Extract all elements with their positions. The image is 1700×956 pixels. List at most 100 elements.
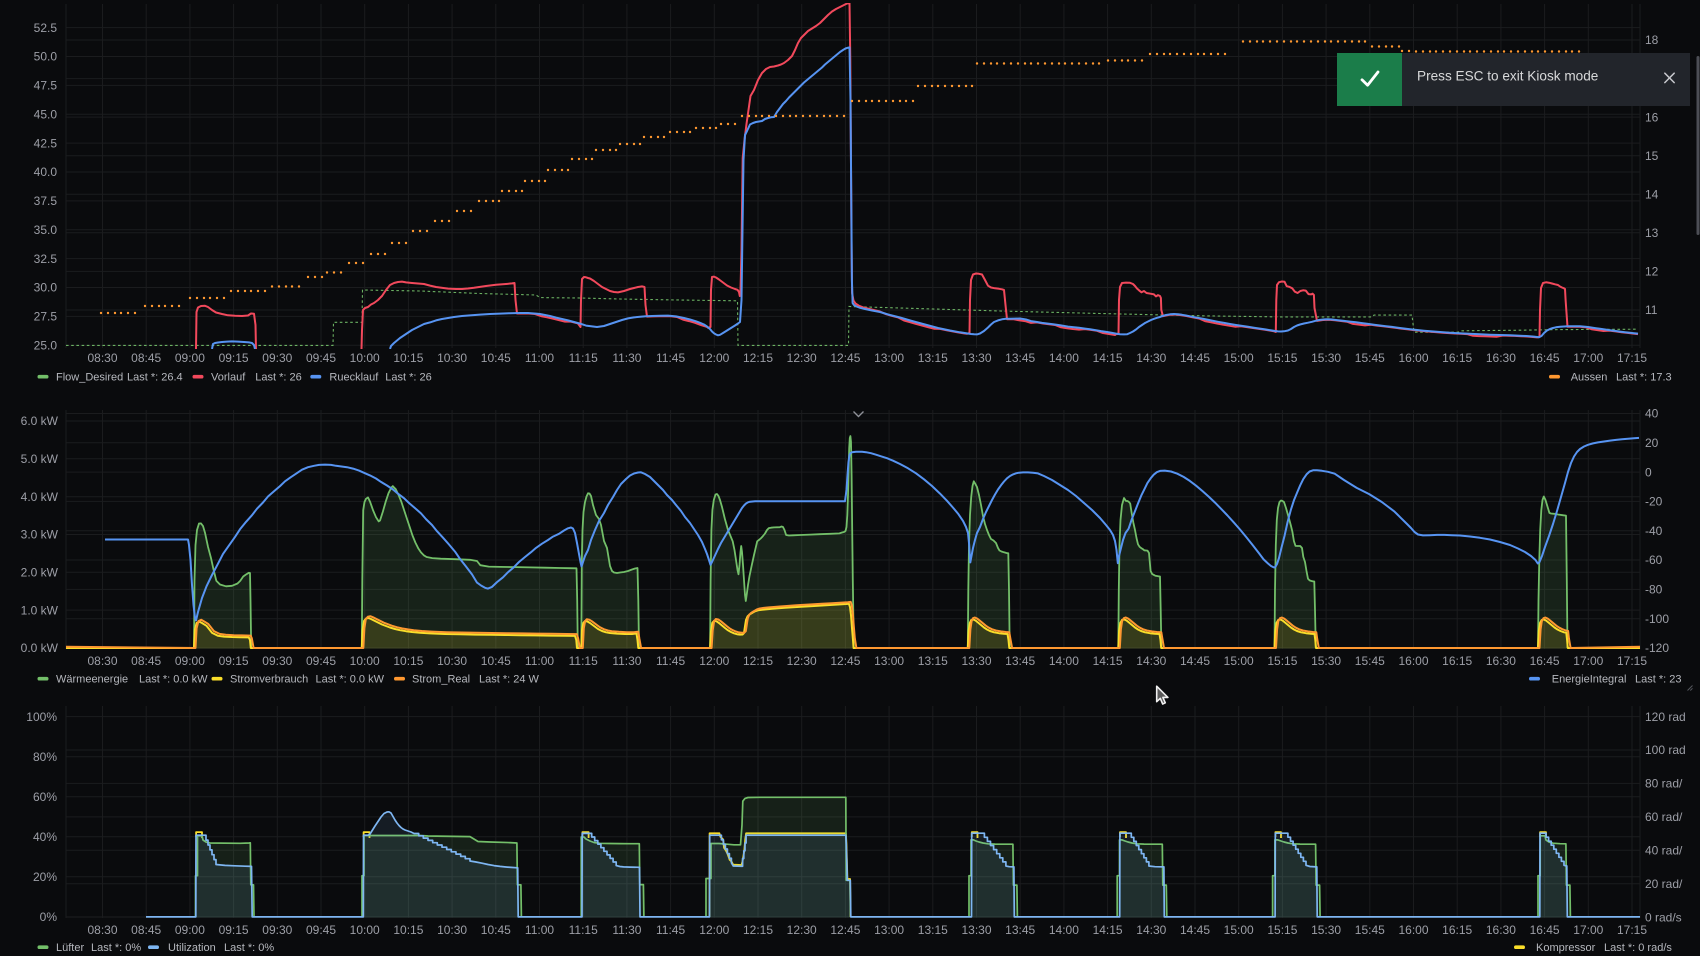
svg-text:10:30: 10:30 xyxy=(437,351,467,365)
svg-text:Utilization: Utilization xyxy=(168,942,216,954)
svg-text:80%: 80% xyxy=(33,750,57,764)
svg-text:17:15: 17:15 xyxy=(1617,351,1647,365)
svg-text:14:15: 14:15 xyxy=(1093,351,1123,365)
svg-text:27.5: 27.5 xyxy=(34,310,58,324)
svg-text:09:15: 09:15 xyxy=(219,351,249,365)
svg-text:09:00: 09:00 xyxy=(175,351,205,365)
svg-text:15:00: 15:00 xyxy=(1224,351,1254,365)
svg-text:-20: -20 xyxy=(1645,495,1663,509)
svg-text:Vorlauf: Vorlauf xyxy=(211,372,246,384)
svg-text:17:00: 17:00 xyxy=(1573,923,1603,937)
svg-text:30.0: 30.0 xyxy=(34,281,58,295)
svg-text:16:00: 16:00 xyxy=(1398,923,1428,937)
svg-text:13:15: 13:15 xyxy=(918,654,948,668)
svg-text:2.0 kW: 2.0 kW xyxy=(21,566,59,580)
svg-text:20 rad/: 20 rad/ xyxy=(1645,877,1683,891)
svg-text:Last *: 0.0 kW: Last *: 0.0 kW xyxy=(139,674,208,686)
svg-text:13:45: 13:45 xyxy=(1005,654,1035,668)
svg-text:47.5: 47.5 xyxy=(34,79,58,93)
svg-text:13:30: 13:30 xyxy=(961,654,991,668)
svg-text:4.0 kW: 4.0 kW xyxy=(21,490,59,504)
svg-text:-40: -40 xyxy=(1645,524,1663,538)
svg-text:5.0 kW: 5.0 kW xyxy=(21,452,59,466)
svg-text:17:00: 17:00 xyxy=(1573,351,1603,365)
svg-text:Press ESC to exit Kiosk mode: Press ESC to exit Kiosk mode xyxy=(1417,69,1598,84)
svg-text:Ruecklauf: Ruecklauf xyxy=(329,372,379,384)
svg-text:17:15: 17:15 xyxy=(1617,654,1647,668)
svg-text:14:45: 14:45 xyxy=(1180,923,1210,937)
svg-text:16:45: 16:45 xyxy=(1530,923,1560,937)
svg-text:14:15: 14:15 xyxy=(1093,923,1123,937)
svg-text:09:45: 09:45 xyxy=(306,351,336,365)
svg-text:16:30: 16:30 xyxy=(1486,923,1516,937)
svg-text:37.5: 37.5 xyxy=(34,194,58,208)
svg-text:Last *: 24 W: Last *: 24 W xyxy=(479,674,540,686)
svg-text:13:00: 13:00 xyxy=(874,351,904,365)
svg-text:08:45: 08:45 xyxy=(131,654,161,668)
svg-text:20%: 20% xyxy=(33,870,57,884)
svg-text:17:15: 17:15 xyxy=(1617,923,1647,937)
svg-text:08:30: 08:30 xyxy=(87,654,117,668)
svg-text:100%: 100% xyxy=(26,710,57,724)
svg-text:12:30: 12:30 xyxy=(787,923,817,937)
svg-text:09:00: 09:00 xyxy=(175,654,205,668)
svg-text:10:15: 10:15 xyxy=(393,654,423,668)
svg-text:10:00: 10:00 xyxy=(350,654,380,668)
svg-text:Last *: 0%: Last *: 0% xyxy=(91,942,141,954)
svg-text:Last *: 0%: Last *: 0% xyxy=(224,942,274,954)
svg-text:32.5: 32.5 xyxy=(34,252,58,266)
svg-text:13: 13 xyxy=(1645,226,1659,240)
svg-text:0%: 0% xyxy=(40,910,58,924)
svg-text:08:30: 08:30 xyxy=(87,351,117,365)
svg-text:11:15: 11:15 xyxy=(569,654,598,668)
svg-text:-60: -60 xyxy=(1645,553,1663,567)
svg-text:16:00: 16:00 xyxy=(1398,654,1428,668)
svg-text:09:00: 09:00 xyxy=(175,923,205,937)
svg-text:13:15: 13:15 xyxy=(918,351,948,365)
svg-text:50.0: 50.0 xyxy=(34,50,58,64)
svg-text:08:45: 08:45 xyxy=(131,923,161,937)
svg-text:11: 11 xyxy=(1645,303,1658,317)
svg-text:18: 18 xyxy=(1645,33,1659,47)
svg-text:13:45: 13:45 xyxy=(1005,351,1035,365)
svg-text:25.0: 25.0 xyxy=(34,339,58,353)
svg-text:Last *: 17.3: Last *: 17.3 xyxy=(1616,372,1672,384)
svg-text:16: 16 xyxy=(1645,110,1659,124)
svg-text:-80: -80 xyxy=(1645,583,1663,597)
svg-text:15:00: 15:00 xyxy=(1224,654,1254,668)
svg-text:Aussen: Aussen xyxy=(1571,372,1608,384)
svg-text:15:00: 15:00 xyxy=(1224,923,1254,937)
svg-text:Lüfter: Lüfter xyxy=(56,942,84,954)
svg-text:14:15: 14:15 xyxy=(1093,654,1123,668)
svg-text:Strom_Real: Strom_Real xyxy=(412,674,470,686)
svg-text:15: 15 xyxy=(1645,149,1659,163)
svg-text:Last *: 0.0 kW: Last *: 0.0 kW xyxy=(316,674,385,686)
svg-text:09:45: 09:45 xyxy=(306,654,336,668)
svg-text:60%: 60% xyxy=(33,790,57,804)
svg-text:6.0 kW: 6.0 kW xyxy=(21,414,59,428)
svg-text:120 rad: 120 rad xyxy=(1645,710,1686,724)
svg-text:16:15: 16:15 xyxy=(1442,654,1472,668)
svg-text:15:30: 15:30 xyxy=(1311,654,1341,668)
svg-text:60 rad/: 60 rad/ xyxy=(1645,810,1683,824)
svg-text:15:15: 15:15 xyxy=(1267,654,1297,668)
svg-text:09:45: 09:45 xyxy=(306,923,336,937)
svg-text:40%: 40% xyxy=(33,830,57,844)
svg-text:35.0: 35.0 xyxy=(34,223,58,237)
svg-text:15:45: 15:45 xyxy=(1355,923,1385,937)
svg-text:12:15: 12:15 xyxy=(743,654,773,668)
svg-text:09:15: 09:15 xyxy=(219,654,249,668)
svg-text:08:30: 08:30 xyxy=(87,923,117,937)
svg-text:12:15: 12:15 xyxy=(743,923,773,937)
svg-text:10:15: 10:15 xyxy=(393,923,423,937)
svg-text:14:30: 14:30 xyxy=(1136,351,1166,365)
svg-text:80 rad/: 80 rad/ xyxy=(1645,777,1683,791)
svg-text:11:00: 11:00 xyxy=(525,923,554,937)
svg-text:15:45: 15:45 xyxy=(1355,654,1385,668)
svg-text:20: 20 xyxy=(1645,436,1659,450)
svg-text:11:15: 11:15 xyxy=(569,351,598,365)
svg-text:11:15: 11:15 xyxy=(569,923,598,937)
svg-text:11:45: 11:45 xyxy=(656,654,685,668)
svg-text:09:30: 09:30 xyxy=(262,654,292,668)
svg-text:17:00: 17:00 xyxy=(1573,654,1603,668)
